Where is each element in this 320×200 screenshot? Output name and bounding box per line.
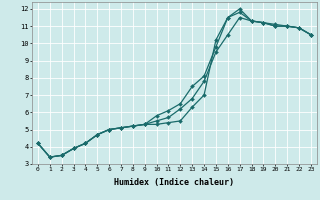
X-axis label: Humidex (Indice chaleur): Humidex (Indice chaleur)	[115, 178, 234, 187]
